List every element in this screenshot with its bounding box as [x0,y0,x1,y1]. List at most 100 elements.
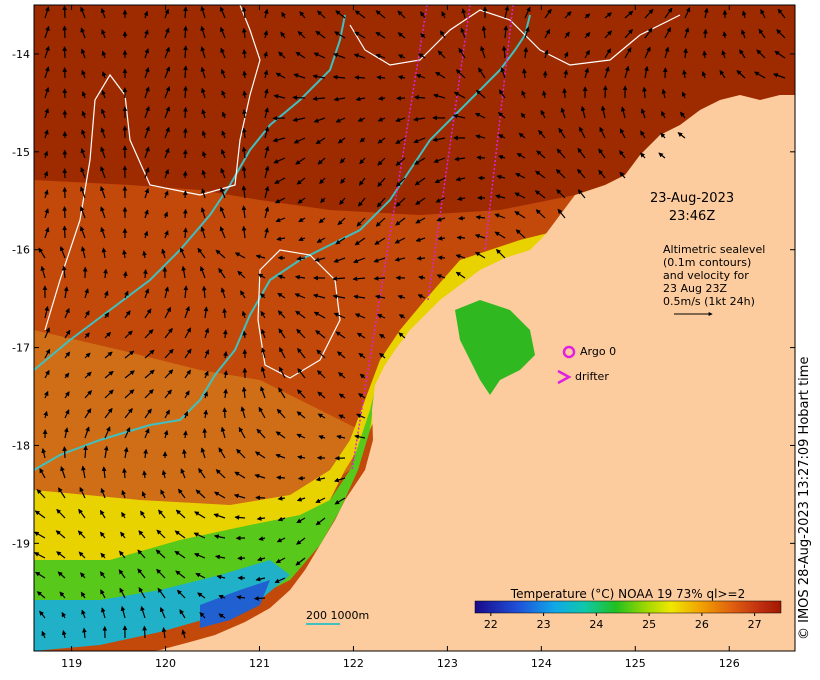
velocity-arrow [241,146,247,159]
velocity-arrow [137,568,146,579]
velocity-arrow [264,165,270,179]
velocity-arrow [264,227,269,239]
velocity-arrow [376,197,386,208]
velocity-arrow [144,67,150,79]
velocity-arrow [164,86,171,99]
velocity-arrow [624,28,633,39]
altimetry-line-1: Altimetric sealevel [663,243,766,256]
velocity-arrow [335,237,346,245]
velocity-arrow [536,150,546,159]
velocity-arrow [193,532,206,539]
velocity-arrow [198,467,206,479]
velocity-arrow [414,177,426,186]
velocity-arrow [455,176,466,182]
velocity-arrow [144,389,154,399]
velocity-arrow [41,630,46,639]
velocity-arrow [164,409,170,419]
velocity-arrow [293,137,306,144]
velocity-arrow [556,189,566,199]
velocity-arrow [100,206,106,219]
velocity-arrow [375,31,386,39]
velocity-arrow [234,252,246,259]
velocity-arrow [164,27,170,39]
velocity-arrow [44,108,50,119]
velocity-arrow [317,370,326,379]
velocity-arrow [436,217,446,222]
velocity-arrow [220,149,226,159]
velocity-arrow [354,10,366,19]
velocity-arrow [140,605,146,619]
velocity-arrow [144,188,150,199]
velocity-arrow [524,6,531,19]
velocity-arrow [661,110,666,119]
velocity-arrow [538,129,546,139]
velocity-arrow [142,269,148,279]
velocity-arrow [441,11,446,19]
velocity-arrow [624,65,630,79]
velocity-arrow [280,31,286,39]
velocity-arrow [175,570,186,579]
velocity-arrow [420,11,426,19]
velocity-arrow [353,257,366,264]
velocity-arrow [644,8,654,19]
velocity-arrow [278,387,286,399]
velocity-arrow [563,69,569,79]
velocity-arrow [204,327,210,339]
velocity-arrow [144,86,150,99]
velocity-arrow [101,50,107,59]
velocity-arrow [277,274,286,280]
velocity-arrow [142,470,147,479]
velocity-arrow [183,85,188,99]
velocity-arrow [44,129,49,139]
velocity-arrow [104,370,114,379]
velocity-arrow [120,531,126,539]
velocity-arrow [315,476,326,482]
velocity-arrow [201,169,207,179]
velocity-arrow [333,53,346,59]
drifter-label: drifter [575,370,609,383]
velocity-arrow [104,312,110,319]
velocity-arrow [218,613,226,619]
velocity-arrow [164,168,170,179]
velocity-arrow [377,117,386,122]
velocity-arrow [101,71,107,79]
velocity-arrow [312,96,326,102]
velocity-arrow [317,391,326,399]
velocity-arrow [619,150,626,159]
velocity-arrow [157,587,166,599]
velocity-arrow [183,430,188,439]
velocity-arrow [604,48,612,59]
velocity-arrow [312,293,326,299]
velocity-arrow [84,288,89,299]
velocity-arrow [681,91,687,99]
velocity-arrow [140,510,146,519]
velocity-arrow [619,128,626,139]
velocity-arrow [682,69,687,79]
velocity-arrow [44,208,49,219]
velocity-arrow [164,306,172,319]
velocity-arrow [164,369,174,379]
velocity-arrow [332,74,346,80]
velocity-arrow [119,587,126,599]
velocity-arrow [619,171,626,179]
velocity-arrow [359,157,366,165]
velocity-arrow [644,65,649,79]
velocity-arrow [164,66,171,79]
velocity-arrow [315,330,326,339]
velocity-arrow [61,630,67,639]
velocity-arrow [44,25,50,39]
velocity-arrow [356,332,366,339]
velocity-arrow [64,372,70,379]
velocity-arrow [143,448,148,459]
velocity-arrow [81,609,86,619]
velocity-arrow [260,328,266,339]
velocity-arrow [417,294,426,299]
velocity-arrow [274,197,286,204]
velocity-arrow [535,170,546,179]
velocity-arrow [434,177,446,184]
velocity-arrow [644,27,653,39]
velocity-arrow [164,8,170,19]
velocity-arrow [584,49,590,59]
velocity-arrow [777,8,786,19]
velocity-arrow [78,508,86,519]
